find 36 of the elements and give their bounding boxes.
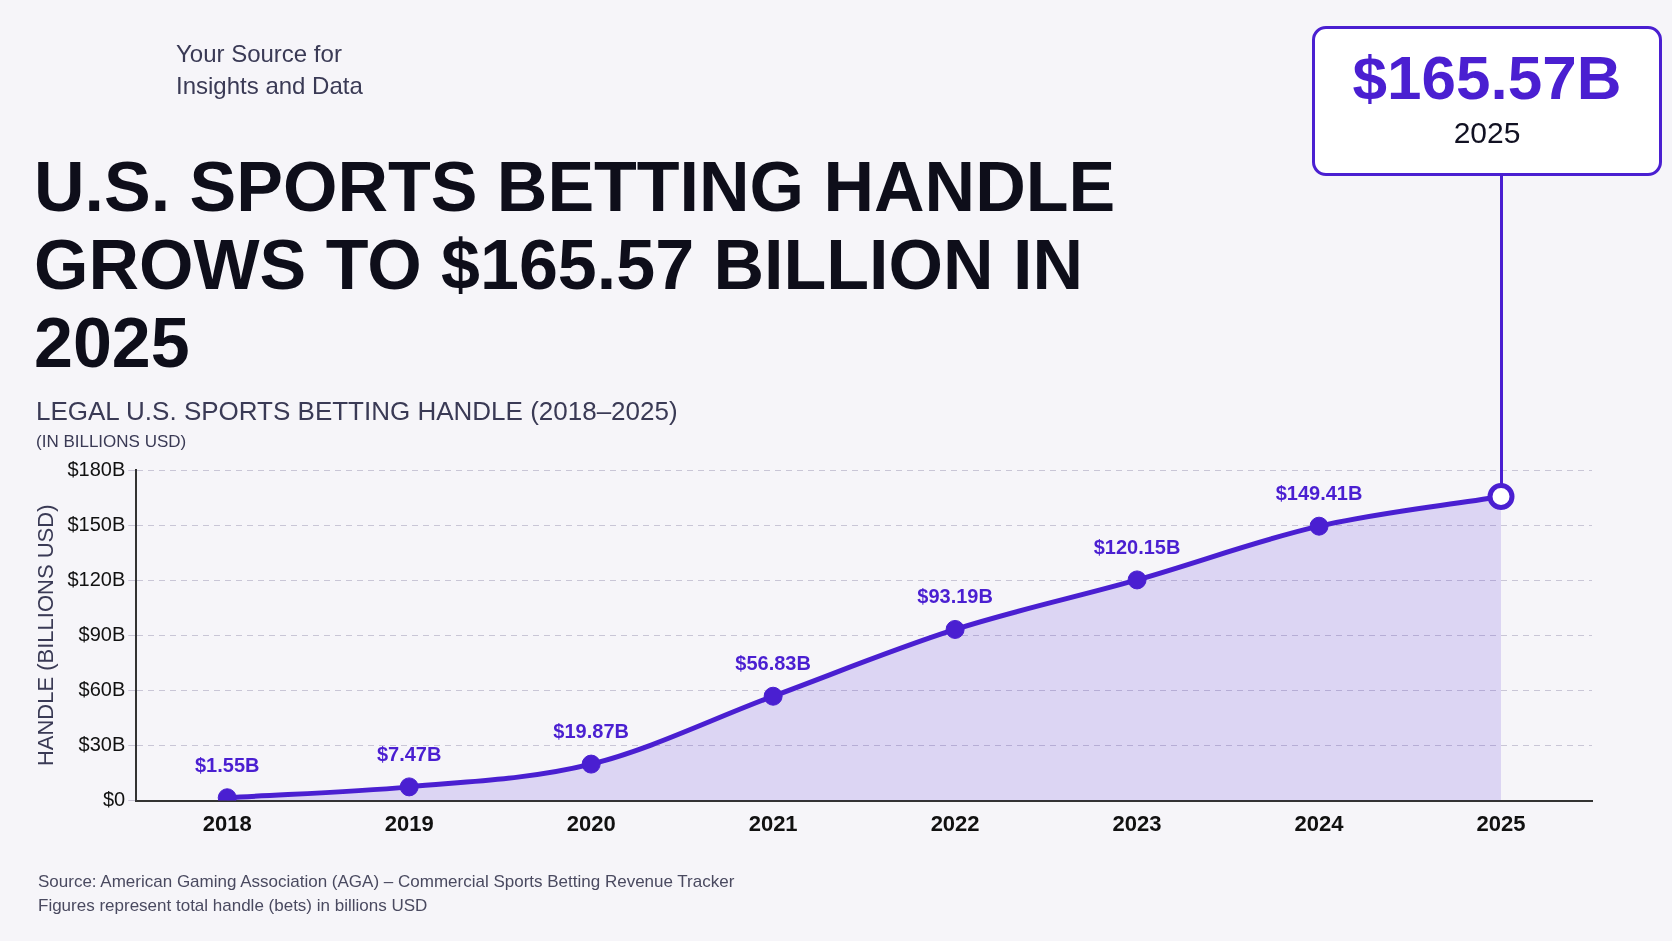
y-axis-title: HANDLE (BILLIONS USD) [33, 504, 59, 767]
chart-subtitle: LEGAL U.S. SPORTS BETTING HANDLE (2018–2025) [36, 396, 678, 427]
y-tick-label: $180B [67, 457, 126, 480]
data-label: $93.19B [917, 585, 993, 608]
y-tick-label: $30B [78, 733, 126, 756]
text: Figures represent total handle (bets) in billions USD [38, 895, 429, 917]
x-tick-label: 2019 [384, 810, 434, 836]
y-tick-label: $120B [67, 567, 126, 590]
y-tick-label: $150B [67, 512, 126, 535]
point [945, 619, 965, 639]
data-label: $7.47B [376, 742, 442, 765]
point [581, 754, 601, 774]
data-label: $1.55B [194, 753, 260, 776]
data-label: $149.41B [1275, 482, 1363, 505]
y-tick-label: $0 [102, 788, 126, 811]
point [1309, 516, 1329, 536]
x-tick-label: 2021 [748, 810, 798, 836]
y-tick-label: $90B [78, 622, 126, 645]
point [399, 777, 419, 797]
data-label: $19.87B [553, 720, 629, 743]
text: (IN BILLIONS USD) [36, 432, 187, 452]
callout-box: $165.57B 2025 [1312, 26, 1662, 176]
point [1127, 570, 1147, 590]
point [763, 686, 783, 706]
chart-title: U.S. SPORTS BETTING HANDLE GROWS TO $165.57 BILLION IN 2025 [34, 148, 1117, 382]
x-tick-label: 2025 [1476, 810, 1526, 836]
x-tick-label: 2023 [1112, 810, 1162, 836]
x-tick-label: 2024 [1294, 810, 1345, 836]
x-tick-label: 2018 [202, 810, 252, 836]
data-label: $56.83B [735, 652, 811, 675]
text: Your Source for Insights and Data [176, 39, 363, 101]
source-note: Source: American Gaming Association (AGA) – Commercial Sports Betting Revenue Tracker [38, 871, 735, 893]
y-tick-label: $60B [78, 677, 126, 700]
x-tick-label: 2020 [566, 810, 616, 836]
data-label: $120.15B [1093, 535, 1181, 558]
x-tick-label: 2022 [930, 810, 980, 836]
